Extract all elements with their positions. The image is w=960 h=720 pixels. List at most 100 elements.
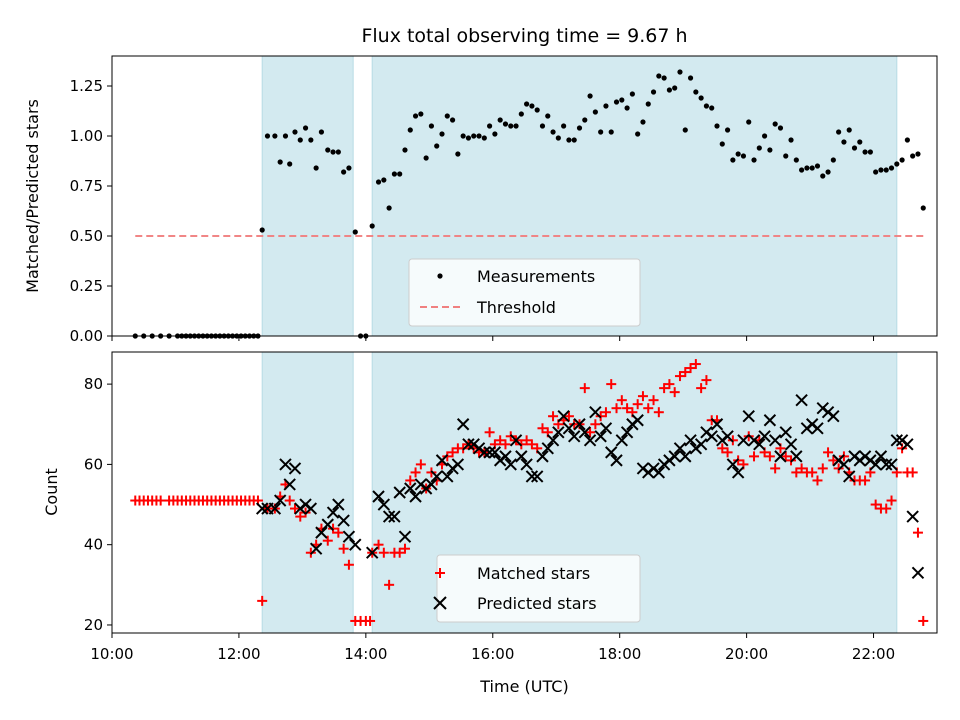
matched-star-point — [764, 451, 775, 462]
top-legend: Measurements Threshold — [408, 258, 641, 327]
predicted-star-point — [525, 470, 539, 483]
measurement-point — [650, 89, 657, 95]
measurement-point — [352, 229, 358, 235]
measurement-point — [677, 69, 683, 75]
predicted-star-point — [430, 470, 443, 483]
predicted-star-point — [255, 502, 269, 515]
predicted-star-point — [906, 510, 919, 523]
bottom-x-axis-ticks: 10:00 12:00 14:00 16:00 18:00 20:00 22:00 — [90, 633, 895, 663]
predicted-star-point — [610, 454, 623, 467]
bottom-panel: 20 40 60 80 10:00 12:00 14:00 16:00 18:00 20:00 2… — [42, 351, 938, 696]
measurement-point — [375, 179, 382, 185]
measurement-point — [698, 95, 704, 101]
predicted-star-point — [441, 470, 454, 483]
measurement-point — [476, 133, 482, 139]
matched-star-point — [680, 367, 691, 378]
matched-star-point — [394, 547, 405, 558]
measurement-point — [608, 129, 614, 135]
bottom-x-tick-label: 16:00 — [471, 645, 514, 663]
matched-star-point — [622, 403, 633, 414]
matched-star-point — [912, 527, 923, 538]
matched-star-point — [632, 399, 643, 410]
matched-star-point — [585, 427, 596, 438]
predicted-star-point — [578, 426, 591, 439]
matched-star-point — [384, 579, 395, 590]
top-y-tick-label: 0.25 — [70, 277, 103, 295]
matched-star-point — [338, 543, 349, 554]
top-y-axis-label: Matched/Predicted stars — [23, 99, 42, 293]
predicted-star-point — [679, 450, 692, 463]
measurement-point — [465, 135, 472, 141]
measurement-point — [873, 169, 879, 175]
measurement-point — [735, 151, 741, 157]
predicted-star-point — [568, 430, 581, 443]
matched-star-point — [907, 467, 918, 478]
top-y-tick-label: 0.00 — [70, 327, 103, 345]
measurement-point — [292, 129, 298, 135]
predicted-star-point — [398, 530, 412, 543]
matched-star-point — [606, 379, 617, 390]
predicted-star-point — [541, 442, 554, 455]
predicted-star-point — [589, 406, 602, 419]
measurement-point — [518, 111, 524, 117]
legend-predicted-label: Predicted stars — [477, 594, 597, 613]
bottom-y-tick-label: 80 — [84, 375, 103, 393]
measurement-point — [687, 75, 694, 81]
predicted-star-point — [827, 410, 840, 423]
measurement-point — [341, 169, 347, 175]
matched-star-point — [295, 511, 306, 522]
matched-star-point — [590, 419, 601, 430]
predicted-star-point — [304, 502, 318, 515]
measurement-point — [302, 125, 309, 131]
predicted-star-point — [546, 434, 560, 447]
measurement-point — [645, 101, 651, 107]
predicted-star-point — [583, 434, 597, 447]
measurement-point — [330, 149, 336, 155]
predicted-star-point — [342, 530, 356, 543]
measurement-point — [386, 205, 392, 211]
legend-predicted-marker — [433, 596, 447, 610]
matched-star-point — [343, 559, 354, 570]
matched-star-point — [886, 495, 897, 506]
matched-star-point — [796, 463, 807, 474]
matched-star-point — [447, 447, 458, 458]
matched-star-point — [701, 375, 712, 386]
matched-star-point — [563, 411, 574, 422]
measurement-point — [661, 75, 667, 81]
measurement-point — [529, 103, 535, 109]
predicted-star-point — [552, 426, 565, 439]
predicted-star-point — [388, 510, 401, 523]
matched-star-point — [373, 539, 384, 550]
predicted-star-point — [768, 434, 782, 447]
predicted-star-point — [726, 458, 740, 471]
matched-star-point — [770, 463, 781, 474]
matched-star-point — [918, 615, 929, 626]
measurement-point — [640, 119, 646, 125]
predicted-star-point — [488, 446, 502, 459]
measurement-point — [788, 137, 794, 143]
measurement-point — [746, 119, 752, 125]
predicted-star-point — [288, 462, 302, 475]
measurement-point — [619, 97, 625, 103]
predicted-star-point — [837, 458, 851, 471]
matched-star-point — [685, 363, 696, 374]
predicted-star-point — [684, 434, 697, 447]
measurement-point — [449, 117, 456, 123]
measurement-point — [318, 129, 325, 135]
predicted-star-point — [843, 470, 856, 483]
measurement-point — [862, 149, 868, 155]
measurement-point — [804, 165, 810, 171]
predicted-star-point — [784, 438, 798, 451]
measurement-point — [418, 111, 424, 117]
predicted-star-point — [279, 458, 292, 471]
predicted-star-point — [599, 422, 613, 435]
predicted-star-point — [372, 490, 385, 503]
measurement-point — [682, 127, 688, 133]
bottom-y-axis-ticks: 20 40 60 80 — [84, 375, 112, 634]
measurement-point — [592, 109, 598, 115]
measurement-point — [576, 125, 583, 131]
measurement-point — [264, 133, 271, 139]
predicted-star-point — [382, 510, 396, 523]
measurement-point — [920, 205, 926, 211]
